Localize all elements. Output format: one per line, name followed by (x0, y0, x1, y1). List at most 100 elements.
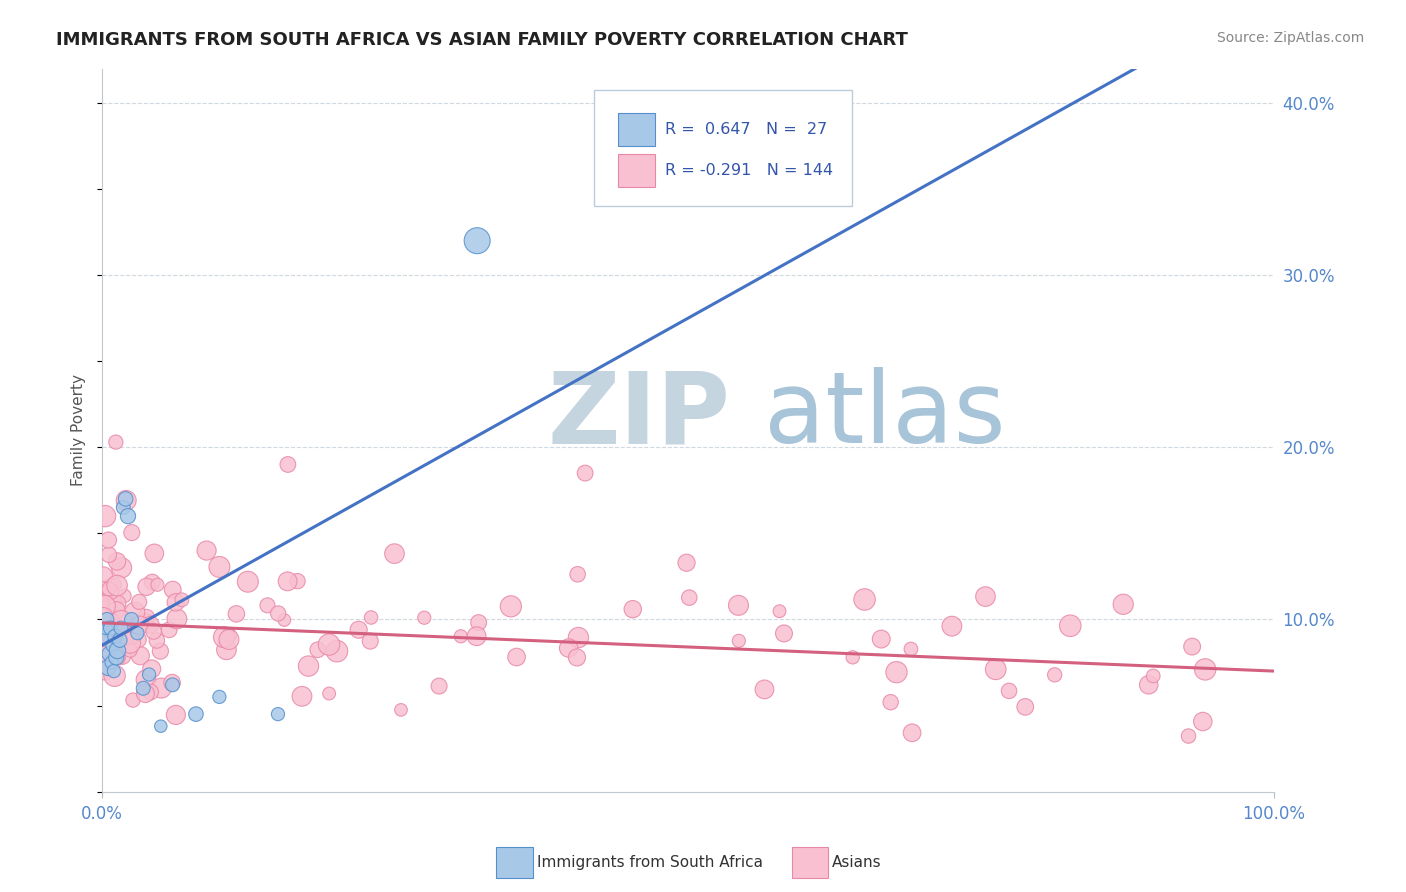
Point (678, 591, 700, 605)
Point (105, 650, 128, 665)
Point (135, 613, 157, 627)
Point (120, 643, 142, 657)
Point (273, 613, 295, 627)
Point (93, 652, 115, 666)
Point (297, 659, 319, 673)
Point (110, 561, 132, 575)
Point (499, 599, 522, 614)
Point (111, 648, 134, 663)
Point (107, 635, 129, 649)
Point (121, 612, 143, 626)
Point (557, 640, 579, 655)
Point (1112, 597, 1135, 611)
Point (135, 580, 157, 594)
Point (114, 491, 136, 506)
Point (886, 665, 908, 680)
Point (128, 618, 150, 632)
Point (267, 707, 290, 722)
Point (450, 629, 472, 643)
Text: ZIP: ZIP (547, 368, 730, 464)
Point (121, 619, 143, 633)
Point (94, 621, 117, 635)
Point (184, 707, 207, 722)
Point (143, 546, 166, 560)
Point (98, 579, 121, 593)
Point (103, 636, 125, 650)
Point (318, 686, 340, 700)
Point (107, 643, 129, 657)
Point (165, 595, 187, 609)
Point (94, 509, 117, 524)
Point (427, 679, 450, 693)
Point (98, 584, 121, 599)
Point (256, 599, 278, 613)
Text: Source: ZipAtlas.com: Source: ZipAtlas.com (1216, 31, 1364, 45)
Point (567, 631, 589, 645)
Point (115, 493, 138, 508)
Point (208, 560, 231, 574)
Point (94, 605, 117, 619)
Point (120, 636, 142, 650)
Point (93, 648, 115, 663)
Point (129, 648, 152, 663)
Point (93, 569, 115, 583)
Point (773, 626, 796, 640)
Point (574, 466, 596, 480)
Point (97, 660, 120, 674)
Point (128, 595, 150, 609)
Point (93, 610, 115, 624)
Point (565, 650, 588, 665)
Point (879, 695, 901, 709)
Point (998, 684, 1021, 698)
Point (104, 630, 127, 644)
Point (215, 643, 238, 657)
Point (1191, 714, 1213, 729)
Point (114, 631, 136, 645)
Point (212, 630, 235, 644)
Point (149, 719, 172, 733)
Point (138, 667, 160, 681)
Point (1181, 640, 1204, 654)
Point (97, 645, 120, 659)
Point (97, 533, 120, 547)
Point (101, 638, 124, 652)
Point (112, 500, 135, 515)
Point (621, 602, 644, 616)
Point (160, 675, 183, 690)
Point (225, 607, 247, 621)
Point (135, 611, 157, 625)
Point (98, 647, 121, 661)
Point (326, 644, 349, 658)
Point (149, 644, 172, 658)
Point (1014, 699, 1036, 714)
Point (901, 726, 924, 740)
Point (93, 630, 115, 644)
Point (984, 662, 1007, 676)
Point (727, 599, 749, 613)
Point (120, 625, 142, 640)
Point (467, 615, 489, 630)
Point (107, 651, 129, 665)
Point (139, 685, 162, 699)
Point (134, 615, 156, 630)
Point (974, 590, 997, 604)
Point (104, 594, 127, 608)
Point (166, 612, 188, 626)
Point (768, 604, 790, 618)
Point (142, 624, 165, 639)
Point (112, 589, 135, 603)
Point (277, 458, 299, 472)
Point (505, 650, 527, 665)
Point (100, 621, 122, 635)
Point (162, 582, 184, 597)
Point (97, 639, 120, 653)
Point (465, 629, 488, 643)
Point (318, 638, 340, 652)
Point (1177, 729, 1199, 743)
Point (100, 608, 122, 623)
Point (104, 669, 127, 683)
Point (139, 617, 162, 632)
Point (141, 662, 163, 676)
Point (1043, 668, 1066, 682)
Point (134, 687, 156, 701)
